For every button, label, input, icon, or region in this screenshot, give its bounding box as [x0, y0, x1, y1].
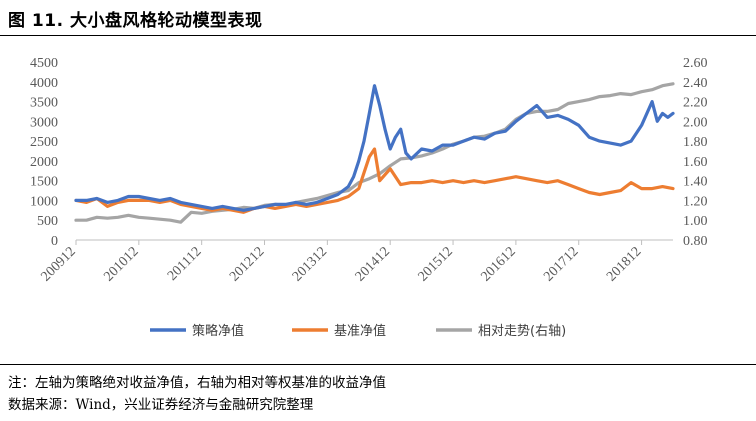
x-tick-label: 201812 — [604, 244, 644, 284]
y-left-tick-label: 1500 — [30, 175, 58, 190]
x-axis: 200912 201012 201112 201212 201312 201412 2015… — [39, 239, 673, 285]
y-right-tick-label: 2.00 — [683, 115, 708, 130]
legend-label: 相对走势(右轴) — [478, 323, 566, 339]
x-tick-label: 201612 — [478, 244, 518, 284]
y-left-tick-label: 3500 — [30, 96, 58, 111]
legend-label: 策略净值 — [192, 323, 244, 339]
y-left-axis: 0 500 1000 1500 2000 2500 3000 3500 4000 4500 — [30, 56, 58, 249]
y-right-tick-label: 2.60 — [683, 56, 708, 71]
series-line-2 — [74, 82, 675, 224]
y-left-tick-label: 4500 — [30, 56, 58, 71]
x-tick-label: 200912 — [39, 244, 79, 284]
series-line-0 — [74, 84, 675, 212]
y-left-tick-label: 1000 — [30, 194, 58, 209]
line-chart: 0 500 1000 1500 2000 2500 3000 3500 4000 4500 0.8… — [30, 56, 708, 339]
y-right-tick-label: 1.40 — [683, 175, 708, 190]
legend: 策略净值 基准净值 相对走势(右轴) — [150, 323, 566, 339]
y-right-tick-label: 1.60 — [683, 155, 708, 170]
x-tick-label: 201212 — [227, 244, 267, 284]
y-left-tick-label: 4000 — [30, 76, 58, 91]
y-left-tick-label: 2500 — [30, 135, 58, 150]
y-right-tick-label: 1.80 — [683, 135, 708, 150]
y-right-tick-label: 1.20 — [683, 194, 708, 209]
x-tick-label: 201512 — [416, 244, 456, 284]
x-tick-label: 201312 — [290, 244, 330, 284]
y-left-tick-label: 3000 — [30, 115, 58, 130]
y-right-tick-label: 2.40 — [683, 76, 708, 91]
x-tick-label: 201712 — [541, 244, 581, 284]
footer-source: 数据来源：Wind，兴业证券经济与金融研究院整理 — [8, 397, 314, 413]
x-tick-label: 201012 — [101, 244, 141, 284]
x-tick-label: 201412 — [353, 244, 393, 284]
x-tick-label: 201112 — [165, 244, 205, 284]
y-left-tick-label: 2000 — [30, 155, 58, 170]
figure-title: 图 11. 大小盘风格轮动模型表现 — [8, 11, 263, 31]
y-right-tick-label: 2.20 — [683, 96, 708, 111]
footer-rule — [0, 364, 756, 365]
series-line-1 — [74, 147, 675, 214]
title-rule — [0, 35, 756, 36]
y-left-tick-label: 500 — [37, 214, 58, 229]
series-lines — [74, 82, 675, 224]
legend-label: 基准净值 — [334, 323, 386, 339]
y-right-tick-label: 1.00 — [683, 214, 708, 229]
footer-note: 注：左轴为策略绝对收益净值，右轴为相对等权基准的收益净值 — [8, 375, 386, 391]
y-right-tick-label: 0.80 — [683, 234, 708, 249]
y-right-axis: 0.80 1.00 1.20 1.40 1.60 1.80 2.00 2.20 2.40 2.60 — [683, 56, 708, 249]
y-left-tick-label: 0 — [51, 234, 58, 249]
